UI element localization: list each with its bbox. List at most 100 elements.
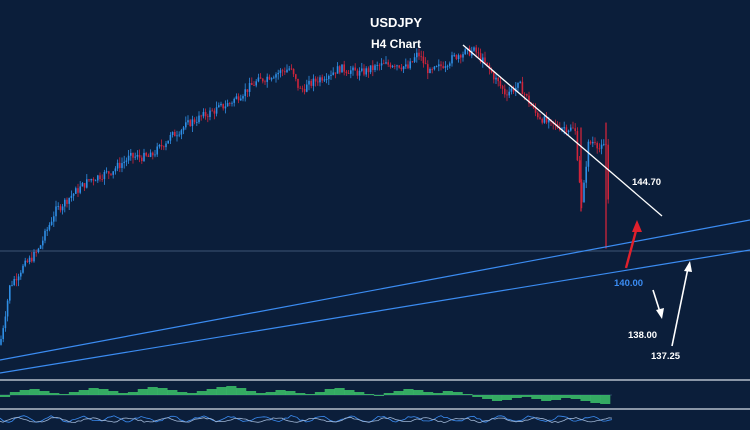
candle-body: [365, 68, 367, 75]
candle-body: [123, 161, 125, 164]
red-up-arrow-head: [632, 220, 642, 232]
candle-body: [130, 152, 132, 156]
candle-body: [402, 66, 405, 70]
candle-body: [224, 106, 227, 109]
candle-body: [451, 55, 453, 64]
candle-body: [493, 72, 495, 80]
candle-body: [59, 206, 62, 211]
candle-body: [204, 111, 207, 117]
candle-body: [521, 81, 524, 95]
candle-body: [75, 188, 77, 194]
candle-body: [440, 64, 442, 67]
candle-body: [545, 116, 548, 123]
candle-body: [171, 131, 174, 135]
candle-body: [242, 96, 244, 99]
candle-body: [279, 70, 282, 73]
candle-body: [66, 199, 68, 204]
oscillator-bar: [364, 394, 375, 395]
candle-body: [2, 328, 4, 340]
candle-body: [308, 80, 310, 85]
candle-body: [193, 119, 196, 123]
oscillator-bar: [344, 390, 355, 395]
oscillator-bar: [314, 392, 325, 395]
candle-body: [380, 63, 383, 66]
oscillator-bar: [550, 395, 562, 400]
candle-body: [273, 77, 275, 79]
candle-body: [141, 157, 143, 162]
candle-body: [411, 61, 414, 63]
candle-body: [6, 300, 9, 317]
down-arrow-shaft: [652, 289, 661, 313]
candle-body: [495, 77, 497, 80]
candle-body: [424, 63, 427, 65]
candle-body: [541, 118, 543, 123]
candle-body: [376, 65, 378, 66]
level-138-00-label: 138.00: [628, 330, 657, 341]
candles-group: [0, 44, 609, 346]
oscillator-bar: [305, 394, 316, 395]
candle-body: [202, 111, 205, 117]
candle-body: [213, 110, 216, 114]
oscillator-bar: [324, 389, 335, 395]
candle-body: [589, 141, 592, 144]
candle-body: [504, 88, 506, 95]
candle-body: [400, 67, 403, 70]
up-arrow-head: [684, 261, 692, 272]
oscillator-bar: [177, 392, 188, 395]
price-pane: [0, 44, 750, 374]
candle-body: [385, 62, 387, 64]
candle-body: [543, 116, 546, 123]
candle-body: [200, 115, 202, 117]
candle-body: [237, 96, 240, 101]
oscillator-bar: [147, 387, 158, 395]
candle-body: [453, 54, 455, 56]
candle-body: [233, 98, 235, 103]
candle-body: [103, 171, 106, 180]
candle-body: [33, 252, 35, 262]
candle-body: [457, 55, 460, 60]
candle-body: [563, 127, 565, 129]
candle-body: [105, 171, 108, 173]
candle-body: [462, 54, 464, 58]
candle-body: [229, 102, 231, 104]
oscillator-bar: [600, 395, 611, 404]
candle-body: [328, 75, 330, 80]
oscillator-bar: [88, 388, 99, 395]
candle-body: [20, 272, 22, 277]
candle-body: [281, 70, 284, 72]
candle-body: [185, 122, 187, 128]
candle-body: [262, 78, 264, 82]
candle-body: [277, 72, 279, 75]
candle-body: [94, 180, 97, 182]
candle-body: [510, 88, 513, 92]
oscillator-bar: [68, 392, 80, 395]
oscillator-bar: [501, 395, 512, 400]
candle-body: [158, 144, 161, 147]
candle-body: [253, 84, 255, 86]
candle-body: [167, 140, 169, 144]
candle-body: [220, 103, 222, 106]
candle-body: [240, 98, 242, 101]
candle-body: [574, 128, 576, 132]
candle-body: [4, 316, 7, 329]
candle-body: [191, 119, 194, 127]
candle-body: [286, 69, 288, 73]
candle-body: [209, 110, 211, 118]
candle-body: [548, 119, 550, 123]
candle-body: [482, 57, 484, 62]
chart-subtitle: H4 Chart: [371, 37, 421, 51]
candle-body: [310, 80, 312, 86]
oscillator-bar: [423, 392, 434, 395]
candle-body: [350, 70, 352, 74]
candle-body: [147, 155, 150, 157]
candle-body: [154, 154, 156, 156]
candle-body: [587, 141, 590, 167]
candle-body: [295, 74, 297, 79]
candle-body: [512, 88, 515, 92]
candle-body: [149, 152, 152, 157]
candle-body: [22, 265, 24, 273]
candle-body: [409, 61, 411, 69]
oscillator-bar: [334, 388, 345, 395]
oscillator-bar: [354, 392, 365, 395]
